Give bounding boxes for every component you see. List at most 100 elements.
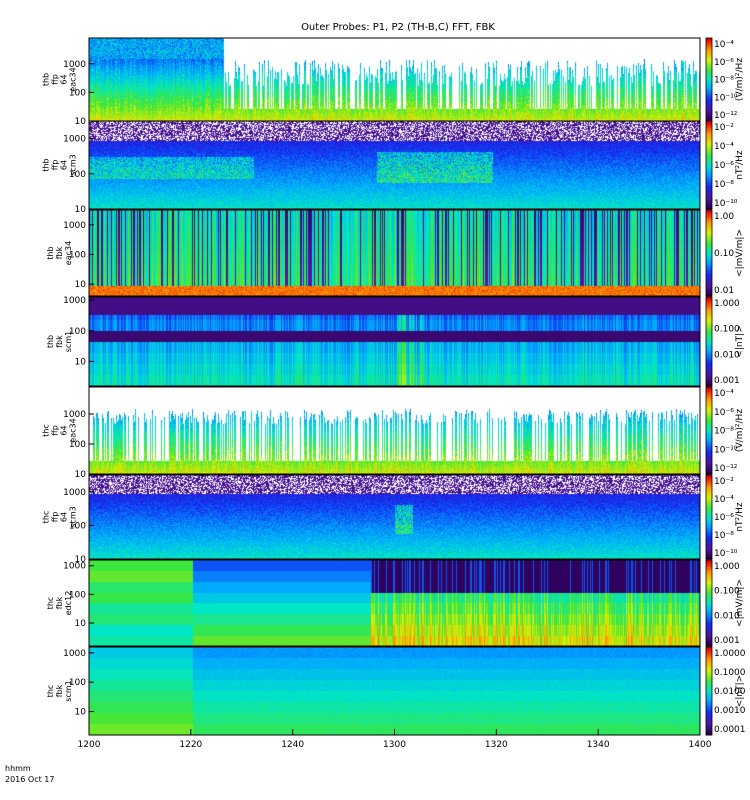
colorbar-swatch [706,379,712,383]
colorbar-swatch [706,732,712,736]
colorbar-swatch [706,556,712,560]
colorbar-swatch [706,299,712,302]
colorbar-swatch [706,585,712,589]
colorbar-swatch [706,237,712,241]
colorbar-swatch [706,529,712,533]
x-tick-label: 1400 [689,740,712,750]
colorbar-swatch [706,259,712,263]
colorbar-swatch [706,227,712,230]
colorbar-swatch [706,467,712,471]
colorbar-swatch [706,40,712,43]
colorbar-swatch [706,136,712,140]
colorbar-tick-label: 10⁻¹⁰ [714,549,738,559]
colorbar-swatch [706,283,712,286]
colorbar-swatch [706,202,712,206]
colorbar-swatch [706,58,712,62]
panel-label-line: thc [46,597,55,610]
colorbar-swatch [706,447,712,451]
y-tick-label: 1000 [63,410,86,420]
colorbar-swatch [706,187,712,190]
y-tick-label: 100 [69,521,86,531]
colorbar: 10⁻⁴ 10⁻⁶ 10⁻⁸ 10⁻¹⁰ 10⁻¹² (V/m)²/Hz [705,386,745,475]
colorbar-swatch [706,257,712,260]
panel-label-line: scm1 [64,331,73,352]
colorbar: 10⁻² 10⁻⁴ 10⁻⁶ 10⁻⁸ 10⁻¹⁰ nT²/Hz [705,474,745,560]
colorbar-swatch [706,426,712,429]
panel-thb-fbk-scm1: 1000 100 10 thb fbk scm1 1.000 0.100 0.010 0.001 <… [46,296,745,387]
colorbar-swatch [706,713,712,716]
colorbar-swatch [706,620,712,623]
colorbar-swatch [706,622,712,625]
colorbar-swatch [706,517,712,520]
colorbar-swatch [706,361,712,365]
y-tick-label: 1000 [63,221,86,231]
spectrogram-image [89,38,700,121]
colorbar-swatch [706,64,712,68]
colorbar-swatch [706,268,712,271]
colorbar-swatch [706,343,712,347]
y-tick-label: 100 [69,590,86,600]
colorbar-swatch [706,303,712,307]
colorbar-swatch [706,143,712,146]
colorbar-swatch [706,154,712,157]
colorbar-swatch [706,348,712,351]
colorbar-swatch [706,600,712,604]
colorbar-unit-label: (V/m)²/Hz [735,58,745,101]
colorbar-swatch [706,471,712,475]
colorbar-swatch [706,244,712,248]
colorbar-swatch [706,291,712,295]
colorbar-swatch [706,458,712,462]
colorbar-swatch [706,542,712,545]
colorbar-unit-label: nT²/Hz [735,502,745,532]
colorbar-swatch [706,560,712,563]
colorbar-swatch [706,454,712,458]
colorbar-swatch [706,570,712,574]
y-tick-label: 1000 [63,60,86,70]
colorbar-swatch [706,314,712,318]
colorbar-swatch [706,662,712,666]
panel-frame [88,559,701,647]
colorbar-swatch [706,523,712,526]
colorbar-swatch [706,67,712,70]
colorbar: 1.0000 0.1000 0.0100 0.0010 0.0001 <|nT|> [705,646,746,736]
colorbar-tick-label: 1.00 [714,212,734,222]
colorbar-swatch [706,48,712,51]
colorbar-swatch [706,479,712,482]
colorbar-swatch [706,702,712,705]
colorbar-swatch [706,374,712,378]
x-tick-label: 1300 [383,740,406,750]
colorbar-swatch [706,50,712,54]
colorbar-frame [705,646,713,736]
colorbar-tick-label: 0.0001 [714,725,746,735]
colorbar-swatch [706,359,712,363]
colorbar-swatch [706,149,712,153]
panel-label-line: thc [46,685,55,698]
y-tick-label: 1000 [63,135,86,145]
colorbar-swatch [706,643,712,647]
colorbar-swatch [706,587,712,591]
colorbar-swatch [706,680,712,683]
colorbar-swatch [706,200,712,203]
colorbar-swatch [706,176,712,179]
panel-label-line: thc [42,424,51,437]
panel-label-line: ffp [51,512,60,523]
colorbar-swatch [706,666,712,670]
colorbar-swatch [706,504,712,507]
colorbar-swatch [706,317,712,320]
colorbar-tick-label: 10⁻⁴ [714,495,734,505]
colorbar-swatch [706,370,712,374]
colorbar-swatch [706,132,712,135]
colorbar-swatch [706,140,712,144]
colorbar: 10⁻⁴ 10⁻⁶ 10⁻⁸ 10⁻¹⁰ 10⁻¹² (V/m)²/Hz [705,37,745,122]
colorbar-swatch [706,521,712,524]
colorbar-swatch [706,406,712,410]
colorbar-swatch [706,686,712,690]
colorbar-swatch [706,89,712,93]
colorbar-tick-label: 10⁻⁶ [714,161,734,171]
colorbar-swatch [706,106,712,110]
colorbar-swatch [706,71,712,74]
colorbar-swatch [706,475,712,478]
colorbar-swatch [706,717,712,721]
colorbar-swatch [706,229,712,232]
